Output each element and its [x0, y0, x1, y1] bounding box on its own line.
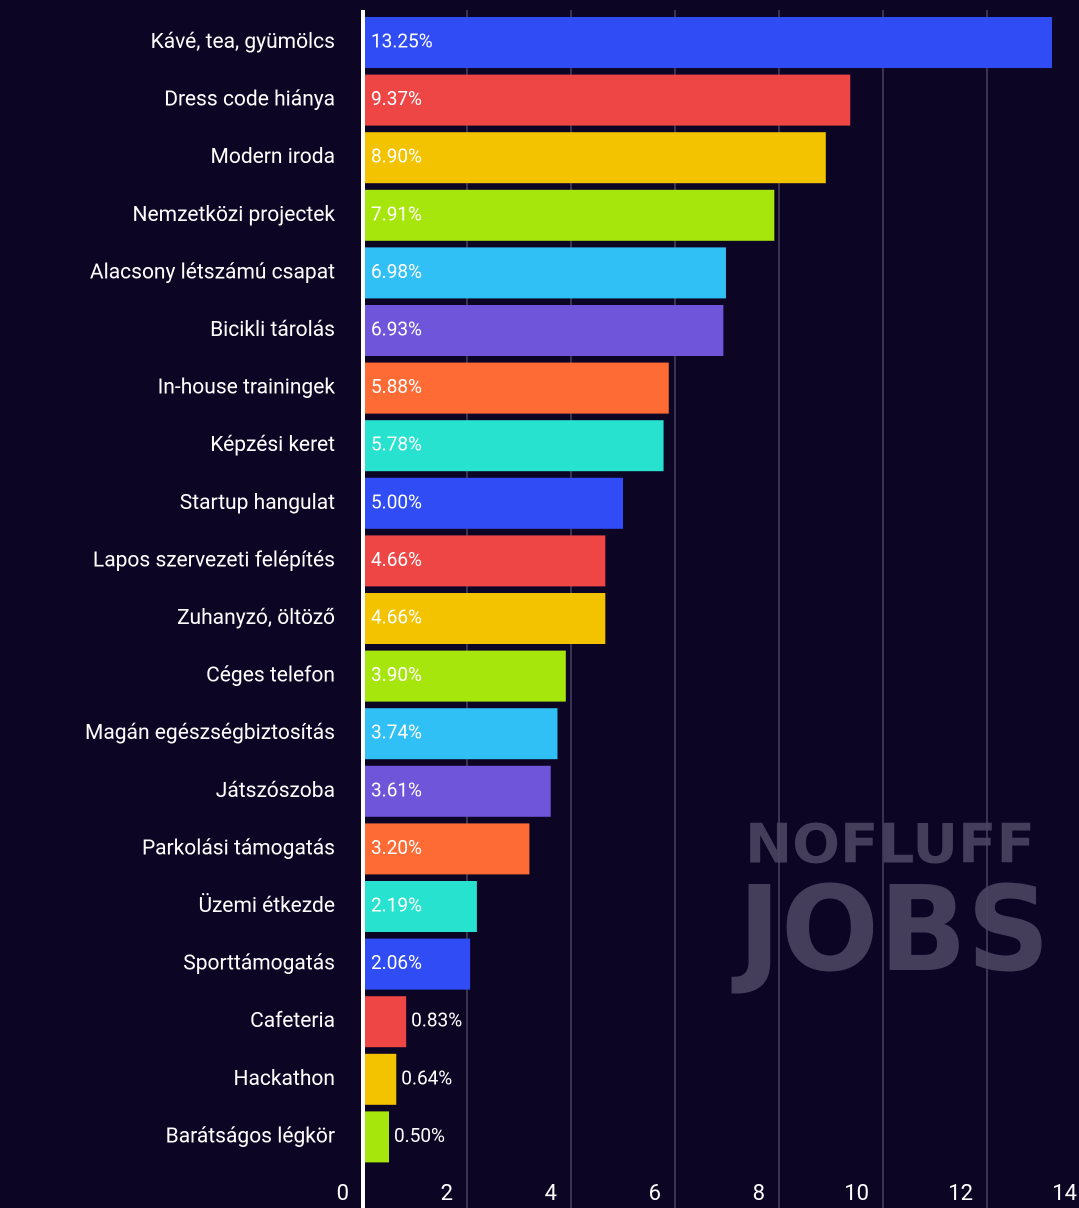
category-label: Barátságos légkör [166, 1124, 335, 1148]
value-label: 0.50% [394, 1124, 445, 1147]
watermark-line2: JOBS [731, 860, 1050, 998]
bar [363, 362, 669, 414]
category-label: Bicikli tárolás [210, 318, 335, 342]
bar [363, 420, 664, 472]
x-tick-label: 14 [1052, 1181, 1077, 1206]
category-label: Modern iroda [211, 145, 335, 169]
value-label: 2.06% [371, 951, 422, 974]
bar [363, 247, 726, 299]
value-label: 0.64% [401, 1066, 452, 1089]
category-label: Hackathon [234, 1067, 335, 1091]
x-tick-label: 8 [753, 1181, 765, 1206]
value-label: 5.88% [371, 375, 422, 398]
category-label: Parkolási támogatás [142, 836, 335, 860]
bar [363, 535, 606, 587]
x-tick-label: 6 [649, 1181, 661, 1206]
bar [363, 708, 558, 760]
category-label: Dress code hiánya [164, 88, 335, 112]
bar [363, 477, 623, 529]
category-label: Kávé, tea, gyümölcs [151, 30, 335, 54]
value-label: 5.00% [371, 490, 422, 513]
value-label: 5.78% [371, 433, 422, 456]
bar [363, 1053, 397, 1105]
category-label: Nemzetközi projectek [133, 203, 336, 227]
category-label: Céges telefon [206, 664, 335, 688]
x-tick-label: 10 [844, 1181, 869, 1206]
value-label: 8.90% [371, 145, 422, 168]
bar [363, 17, 1052, 68]
category-label: Lapos szervezeti felépítés [93, 548, 335, 572]
value-label: 2.19% [371, 894, 422, 917]
value-label: 4.66% [371, 606, 422, 629]
value-label: 3.74% [371, 721, 422, 744]
bar [363, 823, 530, 875]
watermark-line1: NOFLUFF [745, 813, 1035, 876]
category-label: Cafeteria [250, 1009, 335, 1033]
watermark: NOFLUFF JOBS [731, 813, 1050, 999]
category-label: Magán egészségbiztosítás [85, 721, 335, 745]
bar [363, 650, 566, 702]
value-label: 7.91% [371, 202, 422, 225]
category-label: Képzési keret [210, 433, 335, 457]
bar [363, 996, 407, 1048]
value-label: 6.98% [371, 260, 422, 283]
value-label: 0.83% [411, 1009, 462, 1032]
category-label: In-house trainingek [158, 376, 336, 400]
x-tick-label: 12 [948, 1181, 973, 1206]
bar [363, 189, 775, 241]
value-label: 9.37% [371, 87, 422, 110]
bar [363, 132, 826, 184]
bar [363, 593, 606, 644]
bar [363, 938, 471, 990]
category-label: Játszószoba [216, 779, 335, 803]
bar [363, 1111, 389, 1163]
bar [363, 881, 477, 932]
value-label: 3.20% [371, 836, 422, 859]
value-label: 4.66% [371, 548, 422, 571]
category-label: Alacsony létszámú csapat [90, 260, 335, 284]
value-label: 3.61% [371, 778, 422, 801]
x-tick-label: 2 [441, 1181, 453, 1206]
bar [363, 765, 551, 817]
value-label: 3.90% [371, 663, 422, 686]
x-tick-label: 0 [337, 1181, 349, 1206]
category-label: Zuhanyzó, öltöző [177, 606, 335, 630]
bar [363, 305, 724, 356]
value-label: 6.93% [371, 318, 422, 341]
category-label: Üzemi étkezde [198, 893, 335, 918]
value-label: 13.25% [371, 30, 433, 53]
category-label: Startup hangulat [180, 491, 335, 515]
category-label: Sporttámogatás [183, 952, 335, 976]
bar [363, 74, 851, 126]
x-tick-label: 4 [545, 1181, 557, 1206]
